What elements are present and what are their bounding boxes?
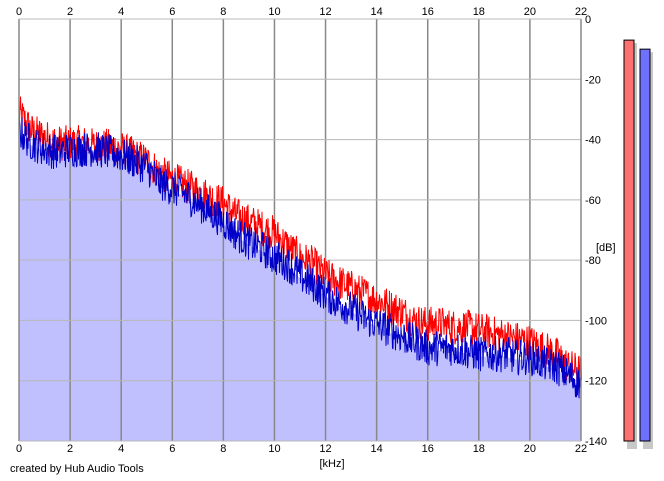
x-tick-label-top: 0 [16,6,22,18]
x-tick-label-top: 18 [473,6,485,18]
x-tick-label-bottom: 6 [169,443,175,455]
x-tick-label-bottom: 0 [16,443,22,455]
x-tick-label-top: 6 [169,6,175,18]
spectrum-fill [19,133,581,441]
x-tick-label-top: 22 [575,6,587,18]
x-tick-label-bottom: 18 [473,443,485,455]
x-tick-label-bottom: 2 [67,443,73,455]
y-tick-label: -80 [585,255,601,267]
x-axis-label: [kHz] [319,458,344,470]
series-right-line [18,116,582,399]
y-tick-label: -120 [585,376,607,388]
y-tick-labels: 0 -20 -40 -60 -80 -100 -120 -140 [585,14,607,448]
meter-left-bar [623,39,635,442]
x-tick-label-bottom: 8 [220,443,226,455]
x-tick-label-top: 20 [524,6,536,18]
x-tick-label-top: 4 [118,6,124,18]
x-tick-label-bottom: 16 [422,443,434,455]
x-tick-label-bottom: 4 [118,443,124,455]
x-tick-label-top: 2 [67,6,73,18]
x-tick-label-top: 16 [422,6,434,18]
x-tick-label-top: 10 [268,6,280,18]
x-tick-label-bottom: 10 [268,443,280,455]
spectrum-fill-area [19,133,581,441]
x-tick-label-bottom: 22 [575,443,587,455]
y-tick-label: -20 [585,74,601,86]
x-tick-label-top: 8 [220,6,226,18]
y-tick-label: -60 [585,195,601,207]
y-axis-label: [dB] [596,242,616,254]
y-tick-label: 0 [585,14,591,26]
x-tick-label-bottom: 14 [371,443,383,455]
x-tick-label-bottom: 20 [524,443,536,455]
meter-right-bar [639,48,651,442]
x-tick-label-bottom: 12 [319,443,331,455]
y-tick-label: -100 [585,315,607,327]
level-meters [623,39,653,450]
series-left-line [18,96,582,387]
x-tick-label-top: 14 [371,6,383,18]
y-tick-label: -140 [585,436,607,448]
spectrum-traces [18,96,582,399]
credit-text: created by Hub Audio Tools [10,463,144,475]
plot-frame [18,18,582,442]
y-tick-label: -40 [585,135,601,147]
x-tick-label-top: 12 [319,6,331,18]
